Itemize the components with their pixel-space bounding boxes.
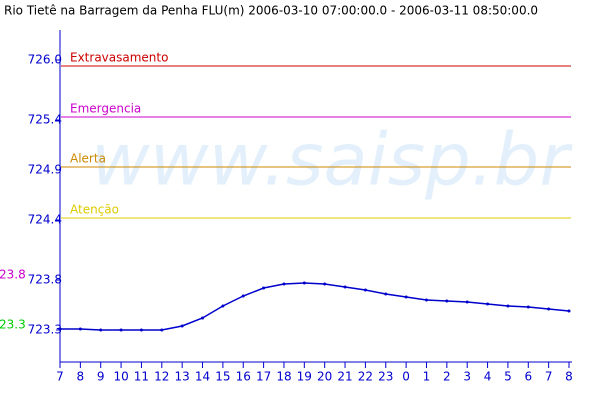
data-point: [99, 328, 103, 332]
x-tick-label: 6: [524, 370, 532, 384]
y-tick-label: 723.8: [28, 273, 62, 287]
data-line: [60, 282, 570, 331]
data-point: [262, 286, 266, 290]
x-tick-label: 9: [97, 370, 105, 384]
x-tick-label: 5: [504, 370, 512, 384]
data-point: [139, 328, 143, 332]
threshold-label: Atenção: [70, 203, 119, 217]
data-point: [78, 327, 82, 331]
x-tick-label: 13: [175, 370, 190, 384]
threshold-label: Emergencia: [70, 102, 141, 116]
data-point: [221, 304, 225, 308]
x-tick-label: 18: [276, 370, 291, 384]
x-tick-label: 16: [236, 370, 251, 384]
data-point: [58, 327, 62, 331]
x-tick-label: 17: [256, 370, 271, 384]
x-tick-label: 0: [402, 370, 410, 384]
x-tick-label: 12: [154, 370, 169, 384]
data-point: [201, 316, 205, 320]
data-point: [241, 294, 245, 298]
data-point: [486, 302, 490, 306]
data-point: [445, 299, 449, 303]
data-point: [160, 328, 164, 332]
data-point: [180, 324, 184, 328]
watermark: www.saisp.br: [91, 118, 573, 202]
data-point: [343, 285, 347, 289]
x-tick-label: 14: [195, 370, 210, 384]
y-tick-label: 726.0: [28, 53, 62, 67]
data-point: [404, 295, 408, 299]
x-tick-label: 4: [484, 370, 492, 384]
x-tick-label: 21: [337, 370, 352, 384]
data-point: [302, 281, 306, 285]
x-tick-label: 3: [463, 370, 471, 384]
x-tick-label: 2: [443, 370, 451, 384]
x-tick-label: 10: [113, 370, 128, 384]
data-point: [119, 328, 123, 332]
x-tick-label: 23: [378, 370, 393, 384]
x-tick-label: 19: [297, 370, 312, 384]
x-tick-label: 22: [358, 370, 373, 384]
y-tick-label: 724.4: [28, 213, 62, 227]
threshold-label: Alerta: [70, 152, 106, 166]
y-tick-label: 723.3: [28, 323, 62, 337]
data-point: [363, 288, 367, 292]
x-tick-label: 7: [545, 370, 553, 384]
data-point: [323, 282, 327, 286]
data-point: [282, 282, 286, 286]
x-tick-label: 1: [423, 370, 431, 384]
x-tick-label: 15: [215, 370, 230, 384]
data-point: [526, 305, 530, 309]
data-point: [547, 307, 551, 311]
side-label: 23.8: [0, 268, 26, 282]
threshold-label: Extravasamento: [70, 51, 168, 65]
data-point: [465, 300, 469, 304]
data-point: [424, 298, 428, 302]
x-tick-label: 20: [317, 370, 332, 384]
y-tick-label: 725.4: [28, 113, 62, 127]
x-tick-label: 7: [56, 370, 64, 384]
chart-title: Rio Tietê na Barragem da Penha FLU(m) 20…: [4, 4, 538, 18]
x-tick-label: 8: [565, 370, 573, 384]
data-point: [384, 292, 388, 296]
side-label: 23.3: [0, 318, 26, 332]
y-tick-label: 724.9: [28, 163, 62, 177]
x-tick-label: 11: [134, 370, 149, 384]
data-point: [567, 309, 571, 313]
x-tick-label: 8: [77, 370, 85, 384]
data-point: [506, 304, 510, 308]
